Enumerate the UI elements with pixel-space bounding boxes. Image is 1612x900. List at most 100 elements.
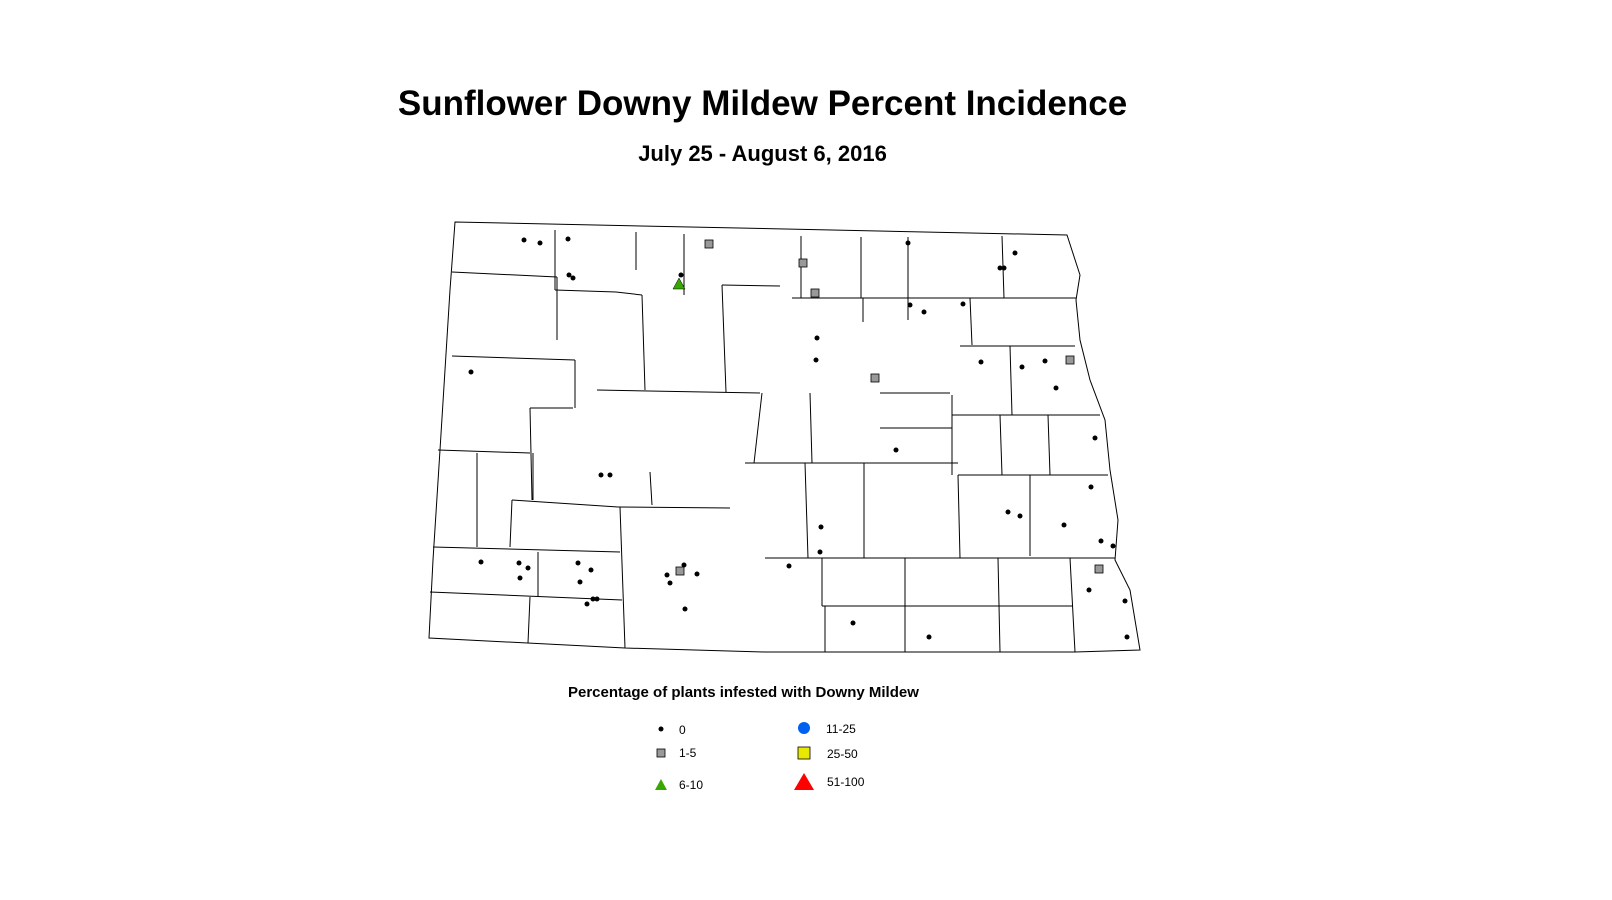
county-boundary (1069, 557, 1076, 653)
county-boundary (641, 294, 646, 391)
site-0-percent (1001, 265, 1007, 271)
county-boundary (429, 591, 623, 601)
site-0-percent (517, 575, 523, 581)
site-0-percent (478, 559, 484, 565)
site-6-10-percent (672, 277, 686, 290)
site-0-percent (1012, 250, 1018, 256)
county-boundary (451, 355, 576, 361)
legend-label-1-5: 1-5 (679, 746, 697, 760)
site-0-percent (678, 272, 684, 278)
legend-label-6-10: 6-10 (679, 778, 704, 792)
county-boundary (451, 271, 558, 278)
site-0-percent (1042, 358, 1048, 364)
site-0-percent (1019, 364, 1025, 370)
county-boundary (1009, 345, 1013, 416)
site-0-percent (1098, 538, 1104, 544)
site-1-5-percent (810, 288, 820, 298)
county-boundary (1047, 414, 1051, 476)
county-boundary (432, 546, 621, 553)
site-1-5-percent (1094, 564, 1104, 574)
county-boundary (619, 506, 626, 649)
county-boundary (721, 284, 781, 287)
site-0-percent (907, 302, 913, 308)
site-0-percent (667, 580, 673, 586)
site-1-5-percent (1065, 355, 1075, 365)
site-0-percent (814, 335, 820, 341)
site-0-percent (1053, 385, 1059, 391)
county-boundary (509, 499, 513, 548)
site-0-percent (818, 524, 824, 530)
site-0-percent (960, 301, 966, 307)
legend-circle-icon (798, 722, 810, 734)
county-boundary (957, 474, 961, 559)
site-0-percent (525, 565, 531, 571)
site-0-percent (516, 560, 522, 566)
site-1-5-percent (704, 239, 714, 249)
legend-label-0: 0 (679, 723, 686, 737)
site-0-percent (577, 579, 583, 585)
site-0-percent (1086, 587, 1092, 593)
county-boundary (554, 289, 617, 293)
county-boundary (511, 499, 619, 508)
legend-square-icon (656, 748, 666, 758)
site-0-percent (598, 472, 604, 478)
site-0-percent (537, 240, 543, 246)
site-1-5-percent (870, 373, 880, 383)
site-0-percent (682, 606, 688, 612)
county-boundary (649, 471, 653, 506)
site-0-percent (926, 634, 932, 640)
site-0-percent (1110, 543, 1116, 549)
county-boundary (804, 462, 809, 559)
site-0-percent (681, 562, 687, 568)
site-0-percent (1092, 435, 1098, 441)
legend-label-25-50: 25-50 (827, 747, 858, 761)
site-0-percent (905, 240, 911, 246)
legend-triangle-icon (655, 779, 667, 790)
site-0-percent (997, 265, 1003, 271)
site-1-5-percent (675, 566, 685, 576)
county-boundary (721, 284, 727, 393)
site-0-percent (694, 571, 700, 577)
county-boundary (527, 596, 531, 644)
site-0-percent (786, 563, 792, 569)
map-subtitle: July 25 - August 6, 2016 (638, 141, 887, 166)
county-boundary (809, 392, 813, 464)
site-0-percent (1088, 484, 1094, 490)
county-boundary (437, 449, 531, 454)
map-title: Sunflower Downy Mildew Percent Incidence (397, 84, 1128, 123)
site-0-percent (1124, 634, 1130, 640)
site-0-percent (468, 369, 474, 375)
county-boundary (615, 291, 643, 296)
legend-title: Percentage of plants infested with Downy… (568, 684, 919, 701)
site-0-percent (1005, 509, 1011, 515)
site-0-percent (584, 601, 590, 607)
site-0-percent (570, 275, 576, 281)
legend-dot-icon (658, 726, 664, 732)
county-boundary (999, 414, 1003, 476)
site-0-percent (978, 359, 984, 365)
county-boundary (969, 297, 973, 346)
site-0-percent (588, 567, 594, 573)
site-0-percent (521, 237, 527, 243)
county-boundary (753, 392, 763, 464)
county-boundary (617, 506, 731, 509)
site-0-percent (1017, 513, 1023, 519)
site-0-percent (1122, 598, 1128, 604)
legend-yellow-square-icon (797, 746, 811, 760)
site-0-percent (1061, 522, 1067, 528)
site-0-percent (575, 560, 581, 566)
legend-label-51-100: 51-100 (827, 775, 865, 789)
site-0-percent (565, 236, 571, 242)
county-boundary (596, 389, 761, 394)
county-boundary (997, 557, 1001, 653)
site-0-percent (921, 309, 927, 315)
site-0-percent (566, 272, 572, 278)
county-boundary (529, 407, 533, 501)
state-outline (428, 221, 1141, 653)
site-0-percent (850, 620, 856, 626)
site-0-percent (664, 572, 670, 578)
site-0-percent (594, 596, 600, 602)
site-0-percent (590, 596, 596, 602)
